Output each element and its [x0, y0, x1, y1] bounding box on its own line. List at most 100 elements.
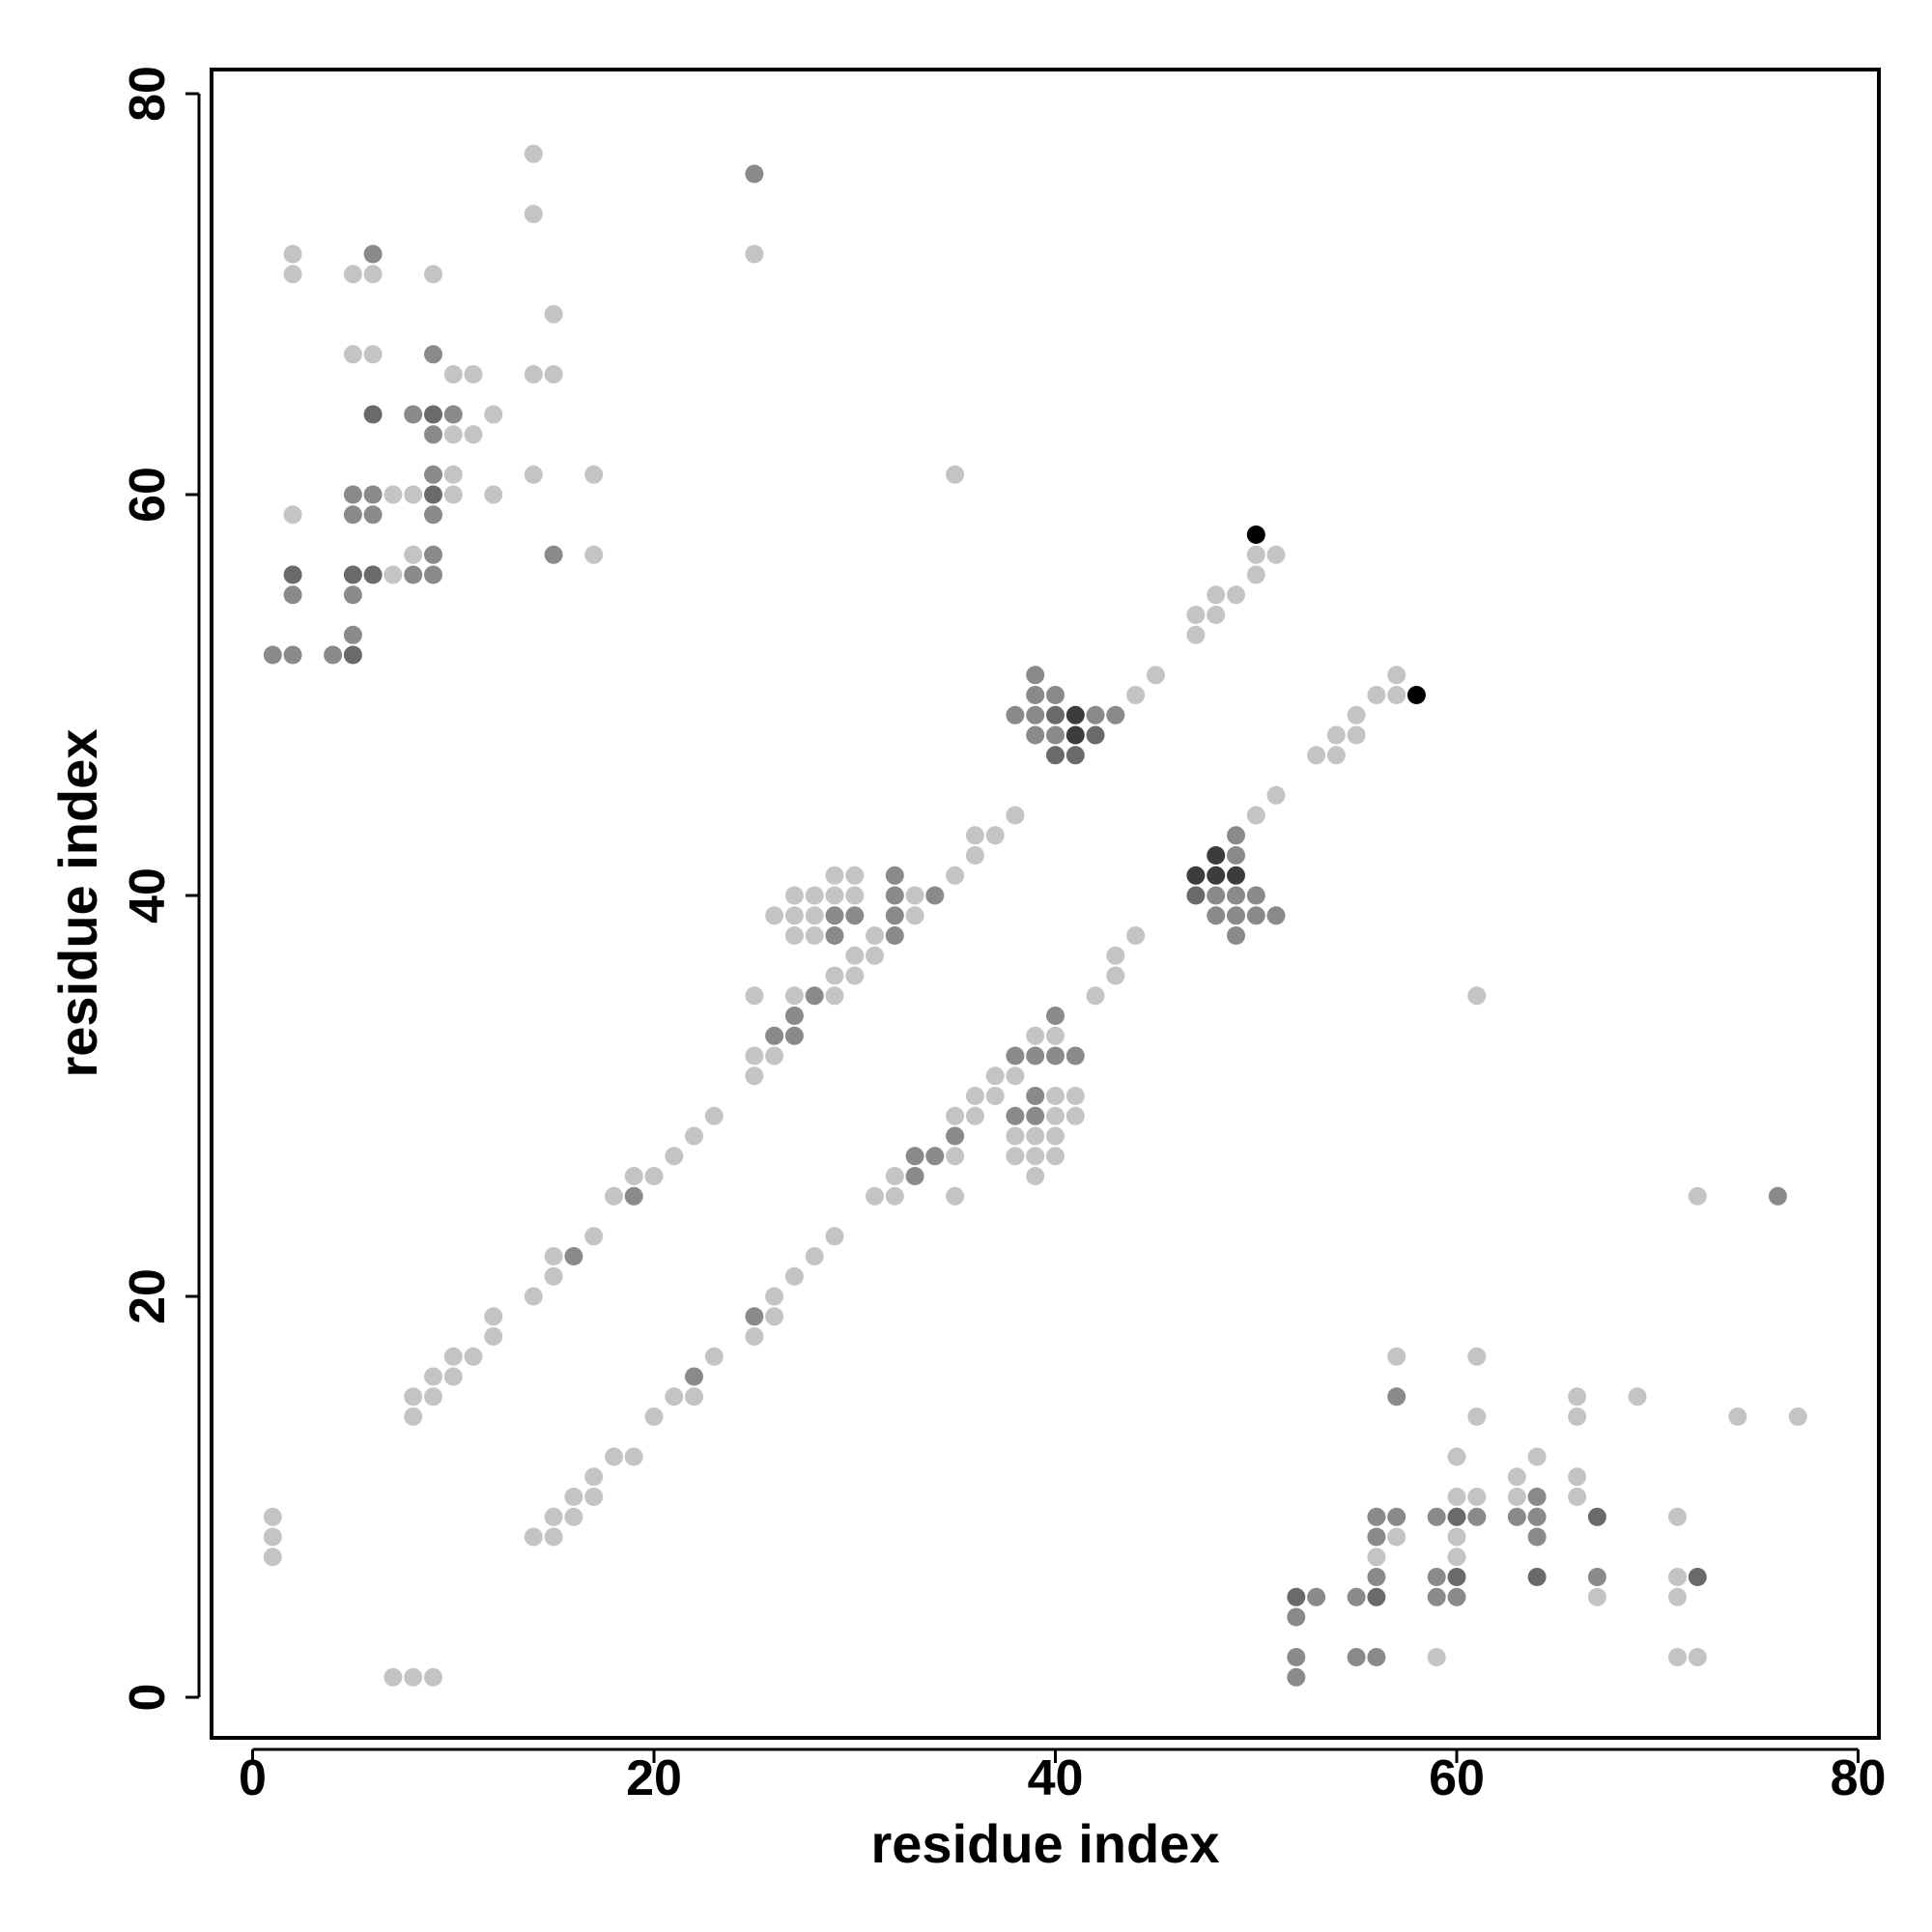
contact-point	[1026, 1126, 1045, 1146]
contact-point	[1207, 866, 1226, 885]
contact-point	[324, 645, 343, 665]
contact-point	[685, 1367, 703, 1386]
contact-point	[825, 966, 844, 985]
contact-point	[424, 265, 442, 284]
contact-point	[946, 1186, 965, 1206]
contact-point	[283, 265, 302, 284]
contact-point	[443, 485, 463, 504]
contact-point	[1006, 705, 1025, 724]
contact-point	[1026, 1026, 1045, 1045]
contact-point	[343, 345, 362, 364]
contact-point	[866, 926, 884, 945]
contact-point	[1367, 1648, 1386, 1666]
contact-point	[905, 1147, 924, 1166]
plot-frame	[210, 68, 1881, 1740]
contact-point	[584, 1227, 604, 1246]
contact-point	[845, 886, 865, 905]
contact-point	[443, 365, 463, 384]
contact-point	[1006, 1046, 1025, 1065]
contact-point	[263, 1548, 282, 1567]
contact-point	[424, 485, 442, 504]
contact-point	[1527, 1527, 1547, 1547]
contact-point	[1688, 1648, 1707, 1666]
contact-point	[1768, 1186, 1787, 1206]
contact-point	[584, 465, 604, 484]
contact-point	[1467, 1507, 1487, 1526]
contact-point	[1527, 1447, 1547, 1466]
contact-point	[885, 886, 904, 905]
contact-point	[1788, 1407, 1807, 1426]
contact-point	[1065, 705, 1085, 724]
contact-point	[263, 1527, 282, 1547]
contact-point	[784, 1266, 804, 1286]
contact-point	[1146, 666, 1165, 685]
contact-point	[1046, 1007, 1065, 1025]
contact-point	[765, 1287, 784, 1306]
contact-point	[524, 1287, 543, 1306]
contact-point	[1046, 1046, 1065, 1065]
x-axis-label: residue index	[870, 1813, 1219, 1874]
contact-point	[404, 485, 423, 504]
contact-point	[946, 866, 965, 885]
contact-point	[363, 345, 383, 364]
contact-point	[363, 505, 383, 525]
contact-point	[283, 645, 302, 665]
contact-point	[1507, 1467, 1526, 1487]
contact-point	[1347, 705, 1366, 724]
contact-point	[384, 1667, 403, 1687]
contact-point	[404, 565, 423, 584]
contact-point	[685, 1126, 703, 1146]
contact-point	[1046, 705, 1065, 724]
y-tick-label: 60	[120, 467, 176, 523]
contact-point	[404, 1407, 423, 1426]
contact-point	[624, 1186, 643, 1206]
contact-point	[1307, 1587, 1326, 1606]
contact-point	[343, 265, 362, 284]
contact-point	[363, 265, 383, 284]
contact-point	[965, 826, 984, 845]
contact-point	[1246, 906, 1265, 925]
contact-point	[866, 1186, 884, 1206]
contact-point	[1207, 585, 1226, 605]
contact-point	[1447, 1507, 1466, 1526]
contact-point	[765, 1026, 784, 1045]
contact-point	[805, 906, 824, 925]
contact-point	[745, 1307, 764, 1326]
contact-point	[1246, 545, 1265, 564]
x-tick-label: 0	[239, 1750, 267, 1806]
contact-point	[1287, 1667, 1306, 1687]
contact-point	[784, 1026, 804, 1045]
contact-point	[1447, 1568, 1466, 1586]
contact-point	[1026, 725, 1045, 745]
x-tick-label: 20	[626, 1750, 682, 1806]
contact-point	[544, 1266, 563, 1286]
contact-point	[1046, 725, 1065, 745]
contact-point	[283, 244, 302, 264]
contact-point	[464, 425, 483, 444]
contact-point	[784, 1007, 804, 1025]
contact-point	[644, 1167, 664, 1185]
contact-point	[1207, 886, 1226, 905]
contact-point	[946, 1106, 965, 1125]
x-tick-label: 80	[1831, 1750, 1887, 1806]
contact-point	[624, 1167, 643, 1185]
contact-point	[1246, 565, 1265, 584]
contact-point	[624, 1447, 643, 1466]
contact-point	[1227, 585, 1245, 605]
contact-point	[1065, 725, 1085, 745]
contact-point	[1065, 1106, 1085, 1125]
contact-point	[1026, 1087, 1045, 1105]
contact-point	[845, 946, 865, 965]
contact-point	[524, 144, 543, 163]
contact-point	[1227, 866, 1245, 885]
contact-point	[1347, 1648, 1366, 1666]
contact-point	[1227, 886, 1245, 905]
contact-point	[404, 1667, 423, 1687]
contact-point	[343, 505, 362, 525]
contact-point	[885, 926, 904, 945]
contact-point	[885, 1167, 904, 1185]
contact-point	[845, 966, 865, 985]
contact-point	[404, 405, 423, 424]
contact-point	[1186, 606, 1206, 624]
contact-point	[1367, 1568, 1386, 1586]
